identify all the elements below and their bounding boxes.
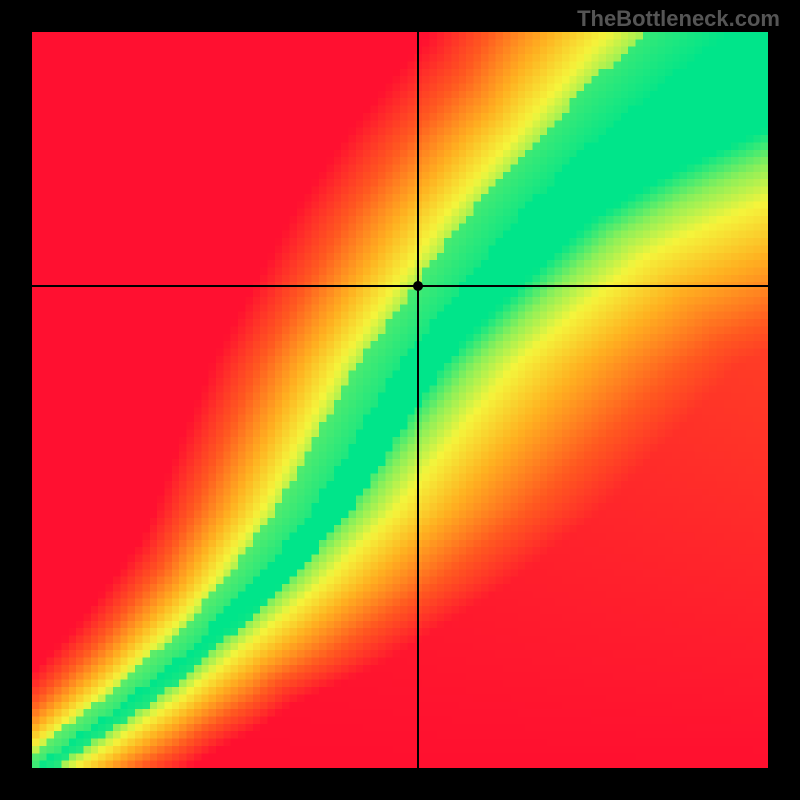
watermark-text: TheBottleneck.com bbox=[577, 6, 780, 32]
bottleneck-heatmap bbox=[32, 32, 768, 768]
chart-container: TheBottleneck.com bbox=[0, 0, 800, 800]
crosshair-vertical bbox=[417, 32, 419, 768]
crosshair-marker bbox=[413, 281, 423, 291]
crosshair-horizontal bbox=[32, 285, 768, 287]
